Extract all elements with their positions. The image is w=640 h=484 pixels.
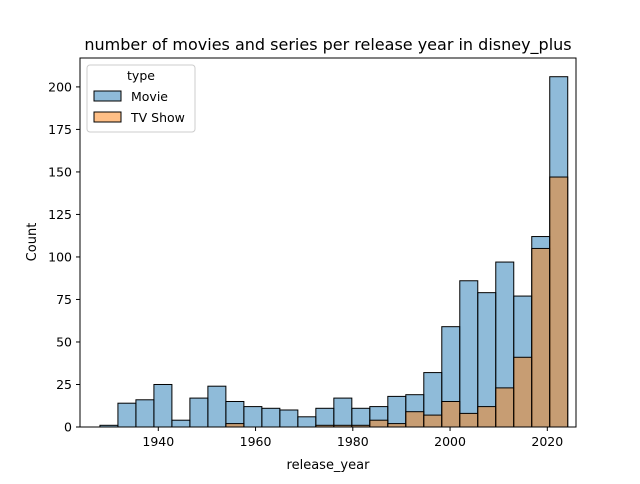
- tv-show-bar: [513, 356, 533, 428]
- movie-bar: [261, 407, 281, 428]
- y-tick-label: 50: [56, 334, 72, 349]
- movie-bar: [459, 280, 479, 428]
- chart-title: number of movies and series per release …: [84, 35, 571, 55]
- legend-swatch-tv-show: [93, 111, 122, 123]
- legend-label-movie: Movie: [131, 89, 168, 104]
- y-tick-label: 125: [48, 207, 72, 222]
- x-axis-label: release_year: [287, 458, 371, 473]
- tv-show-bar: [369, 419, 389, 428]
- movie-bar: [351, 407, 371, 428]
- legend-title: type: [127, 68, 155, 83]
- tv-show-bar: [549, 176, 569, 428]
- x-tick-label: 1940: [142, 434, 174, 449]
- tv-show-bar: [441, 400, 461, 428]
- movie-bar: [279, 409, 299, 428]
- y-tick-label: 75: [56, 292, 72, 307]
- tv-show-bar: [459, 412, 479, 428]
- tv-show-bar: [495, 387, 515, 428]
- movie-bar: [153, 383, 173, 428]
- tv-show-bar: [531, 247, 551, 428]
- movie-bar: [189, 397, 209, 428]
- x-tick-label: 1980: [337, 434, 369, 449]
- tv-show-bar: [477, 406, 497, 428]
- y-axis-label: Count: [25, 223, 40, 262]
- movie-bar: [315, 407, 335, 428]
- movie-bar: [333, 397, 353, 428]
- bars-layer: [99, 76, 569, 428]
- x-tick-label: 1960: [240, 434, 272, 449]
- movie-bar: [171, 419, 191, 428]
- axes-frame: [79, 57, 577, 428]
- movie-bar: [207, 385, 227, 428]
- movie-bar: [243, 406, 263, 428]
- y-tick-label: 150: [48, 164, 72, 179]
- movie-bar: [387, 395, 407, 428]
- movie-bar: [117, 402, 137, 428]
- movie-bar: [135, 399, 155, 428]
- tv-show-bar: [405, 411, 425, 428]
- legend-label-tv-show: TV Show: [130, 110, 185, 125]
- axes-layer: 1940 1960 1980 2000 2020 0 25 50 75 100 125 150 175 2…: [48, 57, 577, 449]
- legend: type Movie TV Show: [86, 64, 196, 133]
- y-tick-label: 200: [48, 79, 72, 94]
- tv-show-bar: [387, 423, 407, 428]
- y-tick-label: 175: [48, 122, 72, 137]
- y-tick-label: 25: [56, 377, 72, 392]
- movie-bar: [297, 416, 317, 428]
- tv-show-bar: [225, 423, 245, 428]
- legend-swatch-movie: [93, 90, 122, 102]
- x-tick-label: 2020: [531, 434, 563, 449]
- y-tick-label: 0: [64, 420, 72, 435]
- tv-show-bar: [423, 414, 443, 428]
- y-tick-label: 100: [48, 249, 72, 264]
- x-tick-label: 2000: [434, 434, 466, 449]
